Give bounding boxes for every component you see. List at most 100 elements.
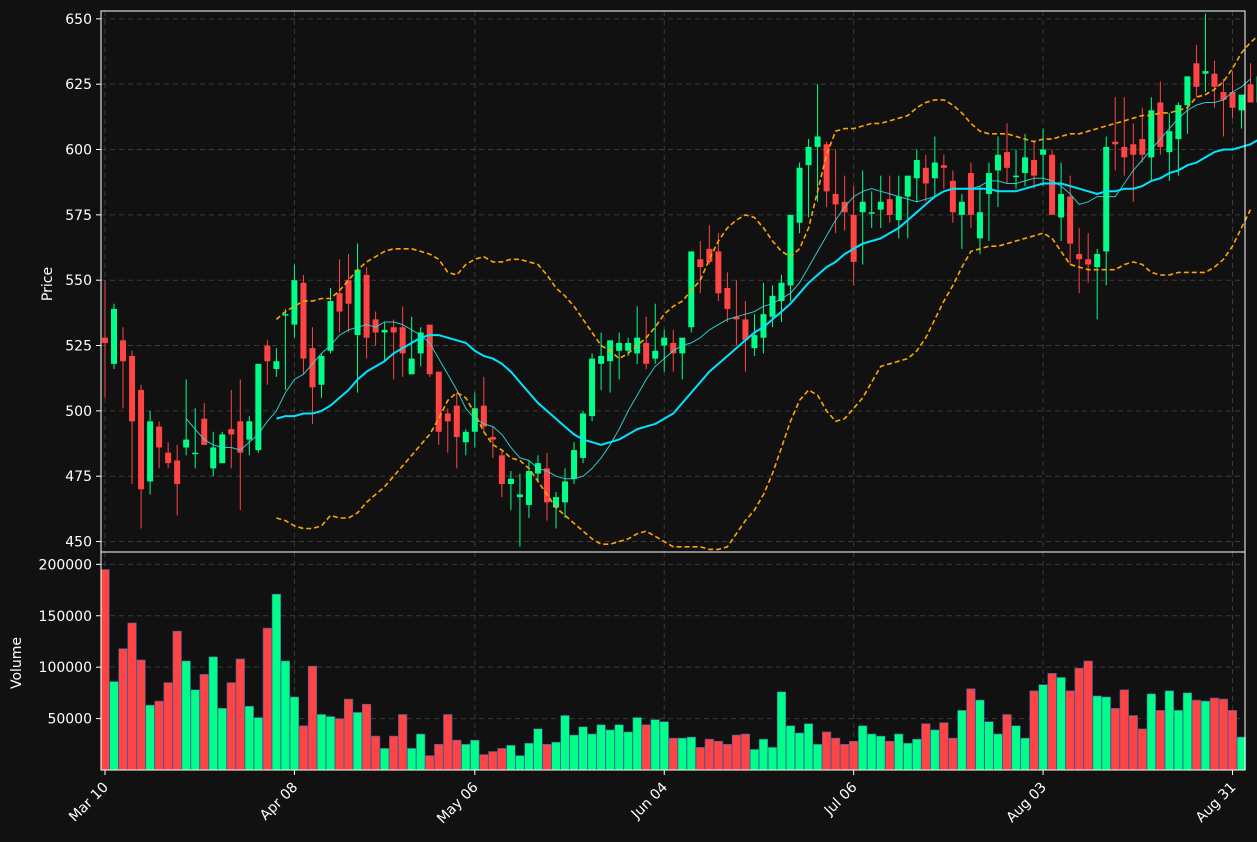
volume-bar: [659, 721, 669, 771]
volume-bar: [1155, 710, 1165, 771]
candle-body: [462, 431, 469, 443]
volume-tick-label: 150000: [39, 609, 92, 625]
volume-bar: [325, 716, 336, 771]
candle-body: [165, 452, 172, 464]
candle-body: [1184, 76, 1191, 106]
candle-body: [480, 405, 487, 427]
volume-bar: [145, 704, 155, 771]
candle-body: [228, 429, 235, 435]
candle-body: [787, 214, 794, 286]
candle-body: [507, 478, 514, 485]
volume-bar: [1056, 677, 1066, 771]
price-tick-label: 575: [65, 208, 92, 224]
candle-body: [967, 173, 974, 215]
candle-body: [174, 460, 181, 485]
volume-bar: [352, 712, 363, 771]
volume-bar: [993, 733, 1003, 771]
price-tick-label: 475: [65, 469, 92, 485]
candle-body: [1076, 254, 1083, 260]
candle-body: [1130, 144, 1137, 155]
price-y-ticks: 450 475 500 525 550 575 600 625 650: [65, 12, 101, 551]
volume-bar: [109, 681, 119, 771]
volume-bar: [903, 742, 913, 771]
candle-body: [1067, 196, 1074, 244]
volume-axis-label: Volume: [9, 637, 25, 689]
candle-body: [1220, 92, 1227, 100]
candle-body: [516, 494, 523, 498]
volume-bar: [136, 659, 146, 771]
volume-bar: [686, 736, 696, 771]
volume-bar: [551, 741, 561, 771]
volume-bar: [235, 658, 245, 771]
candle-body: [994, 154, 1001, 171]
candle-body: [327, 301, 334, 351]
volume-bar: [199, 674, 209, 771]
volume-bar: [894, 733, 904, 771]
candle-body: [688, 251, 695, 328]
price-overlay-lines: [185, 35, 1257, 551]
bollinger-lower-line: [276, 209, 1252, 551]
volume-bar: [1083, 660, 1093, 771]
volume-bar: [1200, 700, 1211, 771]
candle-body: [408, 358, 415, 375]
volume-bar: [542, 743, 552, 771]
candle-body: [273, 361, 280, 370]
candle-body: [1112, 141, 1119, 145]
volume-bar: [1191, 699, 1202, 771]
volume-bar: [650, 719, 660, 771]
candle-body: [796, 167, 803, 223]
volume-bar: [939, 722, 949, 771]
volume-bar: [1209, 697, 1220, 771]
volume-bar: [262, 627, 272, 771]
volume-bar: [244, 705, 254, 771]
candle-body: [444, 413, 451, 422]
price-axis-label: Price: [40, 267, 56, 301]
volume-bar: [668, 737, 678, 771]
candle-body: [264, 345, 271, 362]
volume-bar: [452, 739, 462, 771]
volume-bar: [794, 732, 805, 771]
volume-bar: [578, 726, 588, 771]
volume-bar: [271, 593, 281, 771]
candle-body: [724, 288, 731, 309]
volume-panel-frame: [100, 551, 1246, 771]
candle-body: [453, 405, 460, 438]
candle-body: [922, 167, 929, 184]
volume-bar: [704, 738, 714, 771]
candle-body: [282, 314, 289, 316]
price-tick-label: 600: [65, 143, 92, 159]
volume-bar: [1011, 725, 1021, 771]
candle-body: [562, 481, 569, 503]
volume-bar: [461, 743, 471, 771]
volume-panel: 50000 100000 150000 200000 Volume: [9, 551, 1247, 771]
volume-bar: [587, 733, 597, 771]
candle-body: [210, 447, 217, 469]
candle-body: [904, 175, 911, 197]
candle-body: [1247, 84, 1254, 103]
volume-bar: [497, 748, 507, 771]
volume-bar: [389, 735, 399, 771]
volume-bar: [1128, 715, 1138, 771]
volume-bar: [867, 733, 877, 771]
candle-body: [580, 413, 587, 458]
candle-body: [832, 193, 839, 205]
candle-body: [345, 280, 352, 304]
candle-body: [363, 274, 370, 338]
candle-body: [147, 421, 154, 482]
volume-bar: [172, 630, 182, 771]
volume-bar: [470, 739, 480, 771]
volume-bar: [821, 731, 832, 771]
volume-bar: [740, 733, 751, 771]
volume-bar: [443, 714, 453, 771]
volume-bar: [1065, 690, 1075, 771]
candle-body: [489, 437, 496, 440]
volume-bar: [1218, 698, 1229, 771]
volume-bar: [975, 699, 985, 771]
price-tick-label: 525: [65, 339, 92, 355]
bollinger-upper-line: [275, 35, 1257, 360]
candle-body: [129, 355, 136, 422]
volume-bar: [1137, 728, 1147, 771]
candle-body: [390, 327, 397, 333]
candle-body: [931, 162, 938, 179]
candle-body: [300, 282, 307, 359]
